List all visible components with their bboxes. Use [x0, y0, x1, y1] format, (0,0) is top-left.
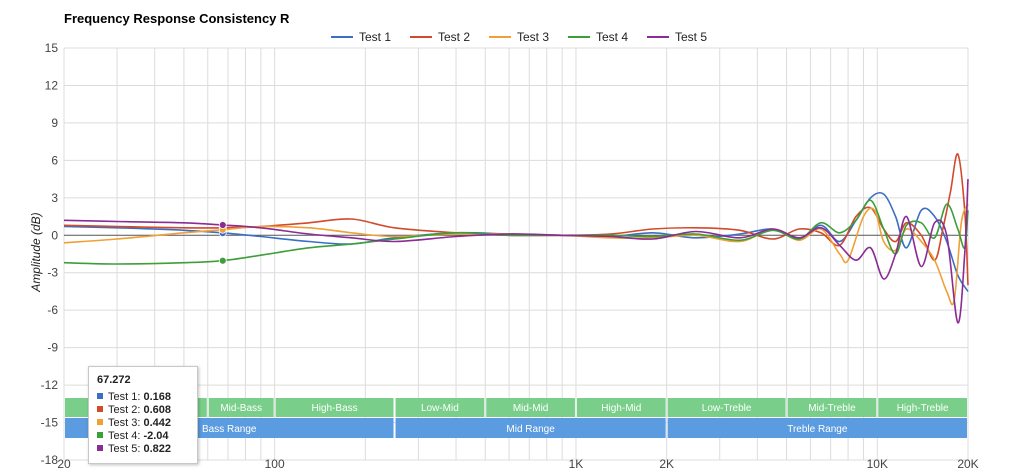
legend-item-test-4[interactable]: Test 4	[568, 30, 628, 44]
band-treble-range	[667, 418, 967, 438]
band-label: Bass Range	[202, 424, 257, 435]
legend-item-test-1[interactable]: Test 1	[331, 30, 391, 44]
x-tick-label: 20	[57, 457, 71, 471]
y-tick-label: 12	[45, 78, 59, 92]
band-label: Mid-Treble	[808, 403, 856, 414]
hover-tooltip: 67.272 Test 1: 0.168 Test 2: 0.608 Test 3:…	[88, 366, 198, 464]
y-tick-label: 0	[51, 228, 58, 242]
tooltip-series-name: Test 5:	[108, 443, 144, 455]
series-line-test-3	[63, 203, 969, 306]
tooltip-frequency: 67.272	[97, 374, 131, 386]
series-swatch	[97, 406, 103, 412]
tooltip-row: Test 4: -2.04	[97, 430, 197, 443]
band-high-treble	[878, 398, 967, 417]
series-swatch	[97, 419, 103, 425]
tooltip-row: Test 3: 0.442	[97, 417, 197, 430]
legend[interactable]: Test 1 Test 2 Test 3 Test 4 Test 5	[331, 30, 707, 44]
series-line-test-4	[63, 199, 969, 265]
legend-item-test-2[interactable]: Test 2	[410, 30, 470, 44]
series-lines	[63, 153, 969, 324]
tooltip-row: Test 5: 0.822	[97, 443, 197, 456]
tooltip-series-value: 0.168	[143, 391, 171, 403]
y-tick-label: -18	[41, 453, 59, 467]
legend-label: Test 1	[359, 30, 391, 44]
legend-label: Test 2	[438, 30, 470, 44]
tooltip-series-value: 0.822	[143, 443, 171, 455]
chart-title: Frequency Response Consistency R	[64, 11, 290, 26]
legend-label: Test 5	[675, 30, 707, 44]
band-label: Treble Range	[787, 424, 848, 435]
x-tick-label: 20K	[957, 457, 978, 471]
x-tick-label: 1K	[569, 457, 584, 471]
tooltip-series-value: 0.442	[143, 417, 171, 429]
band-mid-treble	[787, 398, 877, 417]
tooltip-series-name: Test 3:	[108, 417, 144, 429]
band-mid-range	[395, 418, 666, 438]
band-label: High-Treble	[897, 403, 949, 414]
y-tick-label: -15	[41, 416, 59, 430]
x-tick-label: 2K	[659, 457, 674, 471]
band-label: Mid Range	[506, 424, 555, 435]
tooltip-series-name: Test 4:	[108, 430, 144, 442]
band-mid-bass	[208, 398, 274, 417]
y-tick-label: -9	[47, 341, 58, 355]
band-label: High-Bass	[312, 403, 358, 414]
legend-item-test-5[interactable]: Test 5	[647, 30, 707, 44]
series-line-test-1	[63, 191, 969, 292]
tooltip-row: Test 1: 0.168	[97, 391, 197, 404]
band-low-treble	[667, 398, 786, 417]
y-tick-label: -12	[41, 378, 59, 392]
y-tick-label: 6	[51, 153, 58, 167]
tooltip-series-name: Test 1:	[108, 391, 144, 403]
frequency-bands: Low-BassMid-BassHigh-BassLow-MidMid-MidH…	[65, 398, 967, 438]
x-tick-label: 100	[265, 457, 285, 471]
cursor-point	[218, 256, 227, 265]
tooltip-series-name: Test 2:	[108, 404, 144, 416]
band-high-mid	[576, 398, 666, 417]
y-tick-label: -6	[47, 303, 58, 317]
band-label: Mid-Bass	[220, 403, 262, 414]
tooltip-row: Test 2: 0.608	[97, 404, 197, 417]
legend-label: Test 4	[596, 30, 628, 44]
y-tick-label: 3	[51, 191, 58, 205]
series-swatch	[97, 445, 103, 451]
band-label: Low-Mid	[421, 403, 459, 414]
band-mid-mid	[486, 398, 575, 417]
band-label: High-Mid	[601, 403, 641, 414]
cursor-markers	[218, 221, 227, 265]
tooltip-series-value: 0.608	[143, 404, 171, 416]
legend-label: Test 3	[517, 30, 549, 44]
y-tick-label: 15	[45, 41, 59, 55]
series-line-test-5	[63, 179, 969, 324]
band-high-bass	[275, 398, 394, 417]
tooltip-series-value: -2.04	[143, 430, 169, 442]
band-low-mid	[395, 398, 485, 417]
band-label: Low-Treble	[702, 403, 752, 414]
axes: 15 12 9 6 3 0 -3 -6 -9 -12 -15 -18 20 100 1K 2K 10K 20K Am…	[29, 41, 979, 471]
band-label: Mid-Mid	[513, 403, 549, 414]
y-tick-label: 9	[51, 116, 58, 130]
series-swatch	[97, 393, 103, 399]
legend-item-test-3[interactable]: Test 3	[489, 30, 549, 44]
x-tick-label: 10K	[867, 457, 888, 471]
series-swatch	[97, 432, 103, 438]
y-axis-label: Amplitude (dB)	[29, 212, 43, 292]
cursor-point	[218, 221, 227, 229]
series-line-test-2	[63, 153, 969, 286]
y-tick-label: -3	[47, 266, 58, 280]
